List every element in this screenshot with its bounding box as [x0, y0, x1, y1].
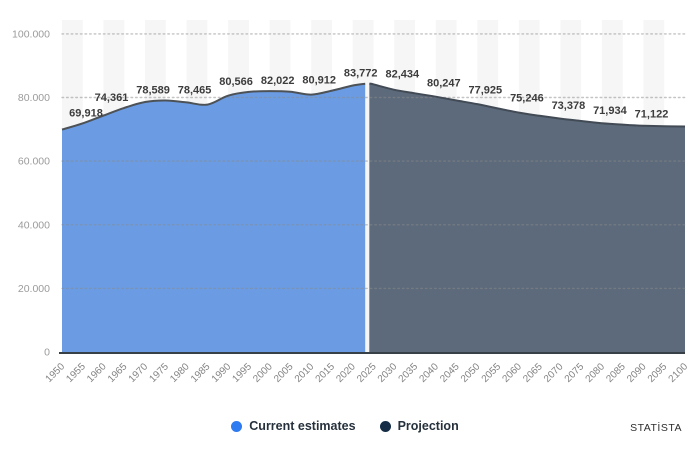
svg-text:2080: 2080	[584, 361, 608, 385]
area-projection[interactable]	[369, 83, 685, 352]
svg-text:75,246: 75,246	[510, 93, 544, 105]
svg-text:2075: 2075	[563, 361, 587, 385]
svg-text:1955: 1955	[64, 361, 88, 385]
svg-text:80,566: 80,566	[219, 76, 253, 88]
svg-text:1990: 1990	[210, 361, 234, 385]
y-axis-labels: 0 20.000 40.000 60.000 80.000 100.000	[12, 28, 50, 358]
chart-legend: Current estimates Projection	[0, 419, 690, 433]
data-labels: 69,918 74,361 78,589 78,465 80,566 82,022 80,9…	[69, 68, 668, 121]
line-projection	[369, 82, 686, 128]
svg-text:0: 0	[44, 347, 50, 359]
svg-text:2100: 2100	[667, 361, 690, 385]
svg-text:2020: 2020	[334, 361, 358, 385]
svg-text:78,589: 78,589	[136, 85, 170, 97]
svg-text:80,912: 80,912	[302, 75, 336, 87]
svg-text:83,772: 83,772	[344, 68, 378, 80]
gridlines	[61, 33, 686, 290]
svg-text:60.000: 60.000	[18, 156, 50, 168]
svg-text:69,918: 69,918	[69, 107, 103, 119]
svg-text:1965: 1965	[106, 361, 130, 385]
legend-label-projection: Projection	[397, 419, 459, 433]
svg-text:77,925: 77,925	[468, 85, 502, 97]
legend-marker-current-estimates-icon	[231, 420, 243, 432]
svg-text:71,934: 71,934	[593, 105, 628, 117]
svg-text:2015: 2015	[314, 361, 338, 385]
legend-marker-projection-icon	[379, 420, 391, 432]
svg-text:1960: 1960	[85, 361, 109, 385]
area-current-estimates[interactable]	[62, 83, 366, 352]
svg-text:2000: 2000	[251, 361, 275, 385]
svg-text:2095: 2095	[646, 361, 670, 385]
svg-text:1995: 1995	[231, 361, 255, 385]
svg-text:74,361: 74,361	[95, 92, 129, 104]
svg-text:1975: 1975	[147, 361, 171, 385]
svg-text:2050: 2050	[459, 361, 483, 385]
svg-text:20.000: 20.000	[18, 283, 50, 295]
svg-text:2090: 2090	[625, 361, 649, 385]
legend-label-current-estimates: Current estimates	[249, 419, 356, 433]
svg-text:2030: 2030	[376, 361, 400, 385]
svg-text:1970: 1970	[127, 361, 151, 385]
svg-text:100.000: 100.000	[12, 28, 50, 40]
svg-text:2065: 2065	[521, 361, 545, 385]
legend-item-projection[interactable]: Projection	[379, 419, 459, 433]
svg-text:2025: 2025	[355, 361, 379, 385]
x-axis-labels: 1950195519601965197019751980198519901995…	[44, 361, 690, 385]
svg-text:2005: 2005	[272, 361, 296, 385]
svg-text:73,378: 73,378	[552, 100, 586, 112]
line-current-estimates	[61, 82, 366, 131]
population-area-chart[interactable]: 0 20.000 40.000 60.000 80.000 100.000 19501955…	[0, 0, 690, 414]
chart-footer: Current estimates Projection STATİSTA	[0, 419, 690, 441]
svg-text:1950: 1950	[44, 361, 68, 385]
svg-text:2040: 2040	[417, 361, 441, 385]
svg-text:1980: 1980	[168, 361, 192, 385]
statista-watermark: STATİSTA	[630, 422, 682, 434]
svg-text:2070: 2070	[542, 361, 566, 385]
svg-text:82,022: 82,022	[261, 75, 295, 87]
svg-text:80.000: 80.000	[18, 92, 50, 104]
svg-text:2010: 2010	[293, 361, 317, 385]
svg-text:78,465: 78,465	[178, 85, 212, 97]
svg-text:1985: 1985	[189, 361, 213, 385]
svg-text:71,122: 71,122	[635, 109, 669, 121]
svg-text:2060: 2060	[500, 361, 524, 385]
svg-text:82,434: 82,434	[385, 68, 420, 80]
svg-text:2045: 2045	[438, 361, 462, 385]
svg-text:2055: 2055	[480, 361, 504, 385]
svg-text:80,247: 80,247	[427, 77, 461, 89]
svg-text:40.000: 40.000	[18, 219, 50, 231]
svg-text:2035: 2035	[397, 361, 421, 385]
svg-text:2085: 2085	[604, 361, 628, 385]
legend-item-current-estimates[interactable]: Current estimates	[231, 419, 356, 433]
